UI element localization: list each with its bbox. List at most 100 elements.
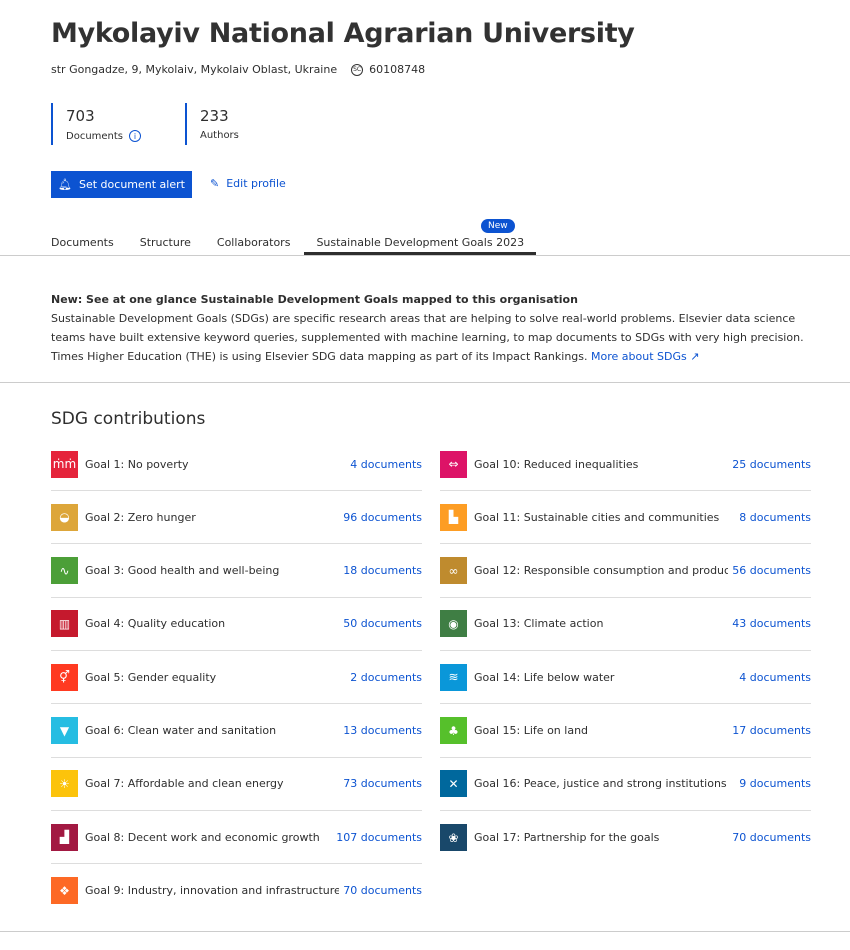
equality-icon: ⇔ — [440, 450, 467, 478]
goal-documents-link[interactable]: 4 documents — [350, 457, 422, 471]
growth-chart-icon: ▟ — [51, 823, 78, 851]
goal-label: Goal 13: Climate action — [474, 617, 604, 631]
sdg-goal-row: ◉ Goal 13: Climate action 43 documents — [440, 598, 811, 651]
tab-documents[interactable]: Documents — [51, 236, 114, 249]
goal-documents-link[interactable]: 8 documents — [739, 510, 811, 524]
goal-documents-link[interactable]: 107 documents — [336, 830, 422, 844]
external-link-icon: ↗ — [690, 350, 700, 363]
authors-label: Authors — [200, 130, 239, 141]
documents-count: 703 — [66, 107, 95, 125]
goal-documents-link[interactable]: 70 documents — [732, 831, 811, 845]
authors-count: 233 — [200, 107, 229, 125]
sdg-goal-row: ▼ Goal 6: Clean water and sanitation 13 do… — [51, 705, 422, 758]
tab-collaborators[interactable]: Collaborators — [216, 236, 291, 249]
alert-label: Set document alert — [79, 178, 185, 191]
goal-documents-link[interactable]: 70 documents — [343, 884, 422, 898]
sdg-goal-row: ✕ Goal 16: Peace, justice and strong inst… — [440, 758, 811, 811]
metric-documents: 703 Documents i — [51, 103, 142, 145]
divider — [0, 931, 850, 932]
goal-label: Goal 4: Quality education — [85, 617, 226, 631]
scopus-id: 60108748 — [369, 63, 426, 76]
edit-label: Edit profile — [226, 177, 286, 190]
address-line: str Gongadze, 9, Mykolaiv, Mykolaiv Obla… — [51, 63, 425, 76]
heartbeat-icon: ∿ — [51, 557, 78, 585]
goal-documents-link[interactable]: 96 documents — [343, 510, 422, 524]
goal-documents-link[interactable]: 9 documents — [739, 777, 811, 791]
notice-body: Sustainable Development Goals (SDGs) are… — [51, 312, 804, 363]
divider — [0, 255, 850, 256]
sdg-goal-row: ◒ Goal 2: Zero hunger 96 documents — [51, 491, 422, 545]
goal-documents-link[interactable]: 17 documents — [732, 724, 811, 737]
sun-icon: ☀ — [51, 770, 78, 798]
city-icon: ▙ — [440, 503, 467, 531]
set-document-alert-button[interactable]: 🔔︎ Set document alert — [51, 171, 192, 198]
sdg-goal-row: ▟ Goal 8: Decent work and economic growth… — [51, 811, 422, 865]
goal-documents-link[interactable]: 4 documents — [739, 670, 811, 684]
bell-icon: 🔔︎ — [58, 178, 72, 191]
goal-label: Goal 16: Peace, justice and strong insti… — [474, 777, 727, 791]
sdg-goal-row: ≋ Goal 14: Life below water 4 documents — [440, 651, 811, 705]
goal-label: Goal 11: Sustainable cities and communit… — [474, 510, 720, 524]
goal-documents-link[interactable]: 13 documents — [343, 724, 422, 737]
infinity-icon: ∞ — [440, 557, 467, 585]
goal-label: Goal 2: Zero hunger — [85, 510, 196, 524]
sdg-goal-row: ♣ Goal 15: Life on land 17 documents — [440, 705, 811, 758]
gender-icon: ⚥ — [51, 663, 78, 691]
goal-label: Goal 9: Industry, innovation and infrast… — [85, 884, 340, 898]
goal-label: Goal 15: Life on land — [474, 724, 589, 737]
edit-profile-link[interactable]: ✎ Edit profile — [210, 177, 286, 190]
metric-authors: 233 Authors — [185, 103, 239, 145]
goal-label: Goal 7: Affordable and clean energy — [85, 777, 284, 791]
address: str Gongadze, 9, Mykolaiv, Mykolaiv Obla… — [51, 63, 338, 76]
goal-documents-link[interactable]: 50 documents — [343, 617, 422, 631]
sdg-goal-row: ▙ Goal 11: Sustainable cities and communi… — [440, 491, 811, 545]
dove-icon: ✕ — [440, 770, 467, 798]
goal-label: Goal 14: Life below water — [474, 670, 615, 684]
sdg-goal-row: ∿ Goal 3: Good health and well-being 18 do… — [51, 545, 422, 598]
sdg-goal-row: ∞ Goal 12: Responsible consumption and pr… — [440, 545, 811, 598]
goal-documents-link[interactable]: 25 documents — [732, 457, 811, 471]
new-badge: New — [481, 219, 515, 233]
goal-documents-link[interactable]: 43 documents — [732, 617, 811, 631]
sdg-goal-row: ❀ Goal 17: Partnership for the goals 70 do… — [440, 811, 811, 864]
sdg-goal-row: ⚥ Goal 5: Gender equality 2 documents — [51, 651, 422, 705]
people-icon: ṁṁ — [51, 450, 78, 478]
tab-sdg[interactable]: Sustainable Development Goals 2023 — [304, 236, 537, 255]
goal-label: Goal 10: Reduced inequalities — [474, 457, 639, 471]
info-icon[interactable]: i — [129, 130, 142, 142]
documents-label: Documents — [66, 130, 124, 142]
cubes-icon: ❖ — [51, 877, 78, 905]
book-icon: ▥ — [51, 610, 78, 638]
goal-label: Goal 12: Responsible consumption and pro… — [474, 564, 729, 578]
goal-documents-link[interactable]: 18 documents — [343, 564, 422, 578]
goal-documents-link[interactable]: 56 documents — [732, 564, 811, 578]
goal-documents-link[interactable]: 73 documents — [343, 777, 422, 791]
goal-label: Goal 1: No poverty — [85, 457, 189, 471]
flower-icon: ❀ — [440, 824, 467, 852]
goal-label: Goal 6: Clean water and sanitation — [85, 724, 277, 737]
tab-structure[interactable]: Structure — [139, 236, 191, 249]
sdg-notice: New: See at one glance Sustainable Devel… — [51, 290, 821, 366]
tab-bar: Documents Structure Collaborators Sustai… — [51, 236, 562, 255]
water-glass-icon: ▼ — [51, 717, 78, 744]
sdg-goal-row: ⇔ Goal 10: Reduced inequalities 25 documen… — [440, 438, 811, 491]
goal-label: Goal 17: Partnership for the goals — [474, 831, 660, 845]
bowl-icon: ◒ — [51, 503, 78, 531]
goal-label: Goal 8: Decent work and economic growth — [85, 830, 320, 844]
sdg-goal-row: ▥ Goal 4: Quality education 50 documents — [51, 598, 422, 651]
sdg-goal-row: ṁṁ Goal 1: No poverty 4 documents — [51, 438, 422, 491]
eye-globe-icon: ◉ — [440, 610, 467, 638]
scopus-id-icon: SC — [351, 63, 364, 76]
sdg-goal-row: ☀ Goal 7: Affordable and clean energy 73 d… — [51, 758, 422, 811]
fish-icon: ≋ — [440, 663, 467, 691]
more-about-sdgs-link[interactable]: More about SDGs ↗ — [591, 350, 700, 363]
divider — [0, 382, 850, 383]
pencil-icon: ✎ — [210, 177, 220, 190]
notice-title: New: See at one glance Sustainable Devel… — [51, 293, 578, 306]
goal-label: Goal 5: Gender equality — [85, 670, 217, 684]
goal-documents-link[interactable]: 2 documents — [350, 670, 422, 684]
sdg-goal-row: ❖ Goal 9: Industry, innovation and infras… — [51, 864, 422, 917]
tree-icon: ♣ — [440, 717, 467, 744]
page-title: Mykolayiv National Agrarian University — [51, 18, 635, 49]
sdg-section-title: SDG contributions — [51, 409, 206, 429]
